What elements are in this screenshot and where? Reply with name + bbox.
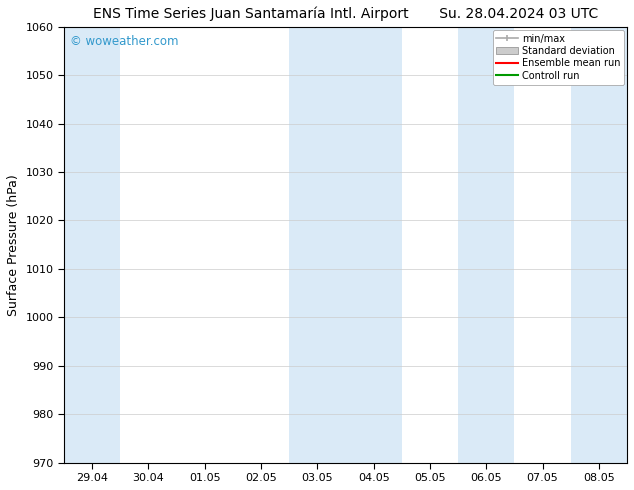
Bar bbox=[289, 27, 346, 463]
Bar bbox=[346, 27, 402, 463]
Legend: min/max, Standard deviation, Ensemble mean run, Controll run: min/max, Standard deviation, Ensemble me… bbox=[493, 30, 624, 85]
Bar bbox=[458, 27, 514, 463]
Bar bbox=[571, 27, 627, 463]
Text: © woweather.com: © woweather.com bbox=[70, 35, 178, 49]
Bar bbox=[64, 27, 120, 463]
Y-axis label: Surface Pressure (hPa): Surface Pressure (hPa) bbox=[7, 174, 20, 316]
Title: ENS Time Series Juan Santamaría Intl. Airport       Su. 28.04.2024 03 UTC: ENS Time Series Juan Santamaría Intl. Ai… bbox=[93, 7, 598, 22]
